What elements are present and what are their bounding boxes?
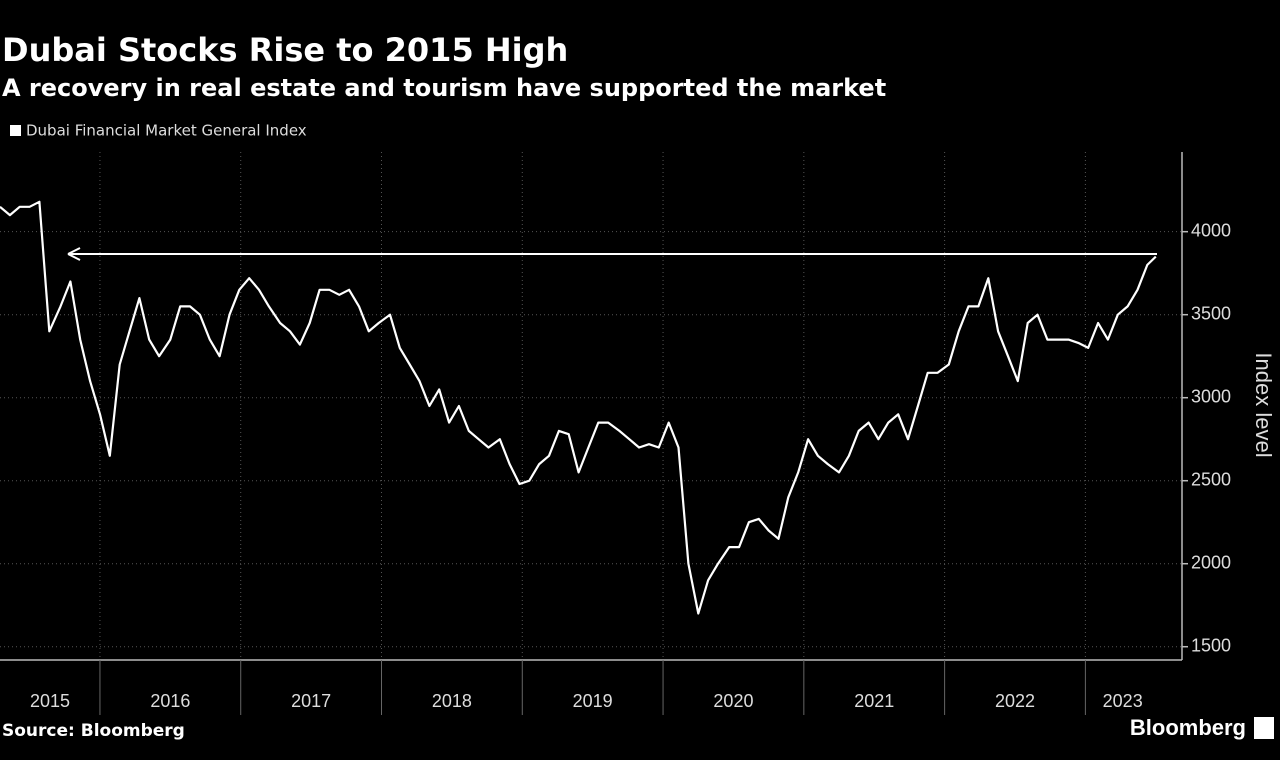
- x-tick-label: 2021: [854, 691, 894, 711]
- legend-label: Dubai Financial Market General Index: [26, 122, 307, 140]
- x-tick-label: 2023: [1103, 691, 1143, 711]
- y-tick-label: 1500: [1191, 635, 1231, 655]
- x-tick-label: 2017: [291, 691, 331, 711]
- y-tick-label: 2500: [1191, 469, 1231, 489]
- chart-title: Dubai Stocks Rise to 2015 High: [2, 31, 568, 69]
- x-tick-label: 2020: [713, 691, 753, 711]
- brand-logo: [1254, 717, 1274, 739]
- y-axis-title: Index level: [1251, 352, 1276, 457]
- y-tick-label: 3500: [1191, 303, 1231, 323]
- line-series: [0, 200, 1157, 615]
- annotation-arrowhead: [67, 247, 81, 261]
- y-tick-label: 4000: [1191, 220, 1231, 240]
- y-tick-label: 2000: [1191, 552, 1231, 572]
- source: Source: Bloomberg: [2, 721, 185, 741]
- brand: Bloomberg: [1130, 715, 1246, 740]
- y-tick-label: 3000: [1191, 386, 1231, 406]
- x-tick-label: 2016: [150, 691, 190, 711]
- x-tick-label: 2018: [432, 691, 472, 711]
- x-tick-label: 2019: [573, 691, 613, 711]
- x-tick-label: 2022: [995, 691, 1035, 711]
- x-tick-label: 2015: [30, 691, 70, 711]
- chart-subtitle: A recovery in real estate and tourism ha…: [2, 74, 886, 102]
- legend-swatch: [10, 125, 21, 136]
